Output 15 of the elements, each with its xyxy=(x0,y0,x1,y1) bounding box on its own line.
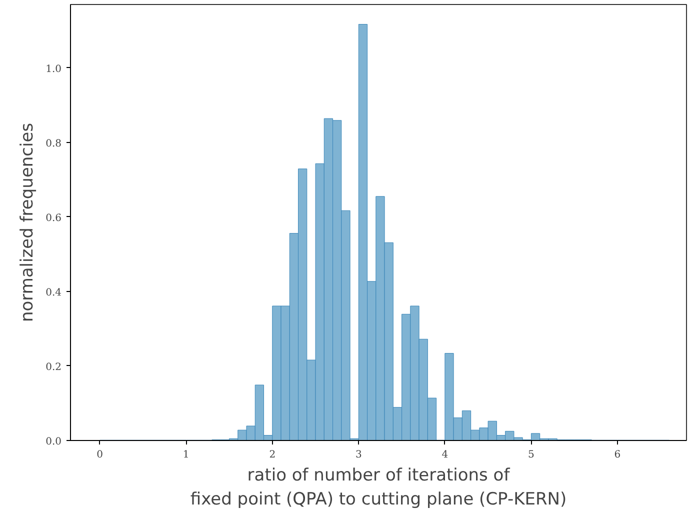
y-tick-label: 0.6 xyxy=(46,212,62,224)
y-tick-label: 0.4 xyxy=(46,287,62,298)
x-tick-label: 3 xyxy=(355,450,362,460)
x-tick-label: 2 xyxy=(269,450,276,460)
x-tick-label: 4 xyxy=(442,450,448,460)
y-tick-label: 0.8 xyxy=(46,138,62,150)
y-axis-title: normalized frequencies xyxy=(18,122,38,322)
x-tick-label: 6 xyxy=(614,450,621,460)
y-tick-label: 0.2 xyxy=(46,362,62,373)
y-tick-label: 1.0 xyxy=(46,64,62,75)
y-tick-label: 0.0 xyxy=(46,436,62,448)
x-tick-label: 0 xyxy=(96,450,104,460)
x-axis-title: ratio of number of iterations of fixed point (QPA) to cutting plane (CP-KERN) xyxy=(190,466,567,510)
x-tick-label: 1 xyxy=(182,450,190,460)
x-tick-label: 5 xyxy=(528,450,534,460)
